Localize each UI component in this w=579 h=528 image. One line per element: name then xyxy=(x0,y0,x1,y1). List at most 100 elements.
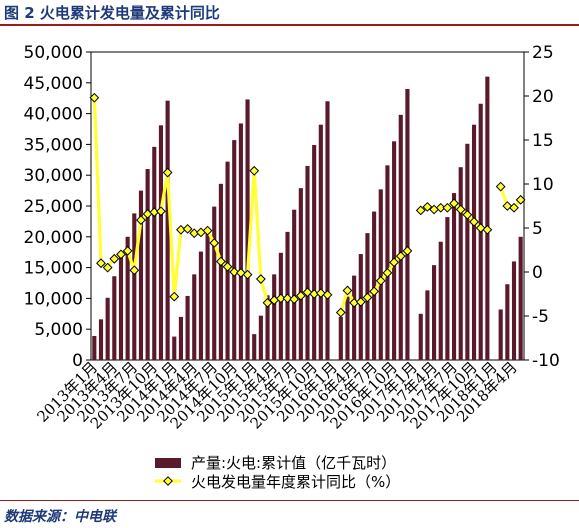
yoy-marker xyxy=(469,216,479,227)
yoy-marker xyxy=(509,202,519,213)
yoy-marker xyxy=(295,290,306,301)
yoy-marker xyxy=(96,258,106,269)
bar xyxy=(438,241,443,360)
yoy-marker xyxy=(209,238,220,248)
right-axis-tick-label: 5 xyxy=(532,219,543,239)
bar xyxy=(125,236,130,360)
source-note: 数据来源：中电联 xyxy=(4,509,116,525)
yoy-marker xyxy=(289,294,300,305)
yoy-marker xyxy=(255,274,266,284)
yoy-marker xyxy=(389,257,400,268)
yoy-marker xyxy=(242,269,253,280)
bar xyxy=(198,251,203,360)
bar xyxy=(392,141,397,360)
legend-bar-swatch xyxy=(155,458,181,468)
yoy-marker xyxy=(222,261,233,272)
bar xyxy=(212,206,217,360)
bar xyxy=(305,165,310,360)
bar xyxy=(232,140,237,360)
yoy-marker xyxy=(89,92,100,103)
bar xyxy=(485,76,490,360)
left-axis-tick-label: 20,000 xyxy=(24,228,83,248)
title-divider xyxy=(0,24,579,26)
left-axis-tick-label: 25,000 xyxy=(24,197,83,217)
bar xyxy=(92,335,97,360)
yoy-marker xyxy=(415,205,426,216)
yoy-marker xyxy=(215,256,226,267)
bar xyxy=(338,316,343,360)
yoy-marker xyxy=(335,307,346,318)
yoy-marker xyxy=(369,286,380,297)
bar xyxy=(432,265,437,360)
bar xyxy=(345,296,350,360)
bar xyxy=(172,336,177,360)
right-axis-tick-label: 10 xyxy=(532,175,554,195)
yoy-marker xyxy=(262,297,273,308)
bar xyxy=(372,211,377,360)
yoy-marker xyxy=(355,297,366,307)
bar xyxy=(178,316,183,360)
bar xyxy=(398,114,403,360)
bar xyxy=(471,124,477,360)
bar xyxy=(505,284,510,360)
bar xyxy=(358,254,363,360)
yoy-marker xyxy=(282,293,293,304)
bar xyxy=(252,334,257,360)
bar xyxy=(278,252,283,360)
bar xyxy=(418,313,423,360)
yoy-marker xyxy=(116,249,126,260)
bar xyxy=(132,213,137,360)
yoy-marker xyxy=(229,267,240,277)
yoy-marker xyxy=(515,194,526,205)
yoy-marker xyxy=(162,167,173,178)
right-axis-tick-label: -5 xyxy=(532,307,549,327)
bar xyxy=(185,295,190,360)
yoy-marker xyxy=(136,215,146,225)
yoy-marker xyxy=(122,245,133,256)
yoy-marker xyxy=(495,181,506,192)
left-axis-tick-label: 40,000 xyxy=(24,105,83,125)
left-axis-tick-label: 15,000 xyxy=(24,259,83,279)
bar xyxy=(138,190,144,360)
yoy-marker xyxy=(342,285,353,296)
bar xyxy=(192,274,197,360)
yoy-marker xyxy=(382,267,393,278)
bar xyxy=(498,309,503,360)
bar xyxy=(205,230,210,360)
bar xyxy=(158,125,164,360)
yoy-marker xyxy=(129,265,140,276)
bar xyxy=(425,290,430,360)
bar xyxy=(378,189,383,360)
bar xyxy=(218,183,223,360)
left-axis-tick-label: 30,000 xyxy=(24,166,83,186)
bar xyxy=(258,315,263,360)
yoy-marker xyxy=(435,202,446,213)
yoy-marker xyxy=(462,209,473,220)
bar xyxy=(458,167,463,360)
yoy-marker xyxy=(322,289,333,300)
bar xyxy=(405,88,410,361)
bar xyxy=(325,101,330,360)
bar xyxy=(511,261,517,360)
bar xyxy=(118,256,124,360)
right-axis-tick-label: 15 xyxy=(532,131,554,151)
legend-line-marker xyxy=(163,476,173,486)
bar xyxy=(152,146,157,360)
bar xyxy=(165,100,170,360)
right-axis-tick-label: 20 xyxy=(532,87,554,107)
yoy-marker xyxy=(455,204,466,215)
bar xyxy=(292,209,297,360)
yoy-marker xyxy=(402,245,413,256)
bar xyxy=(272,274,277,360)
yoy-marker xyxy=(442,202,453,213)
left-axis-tick-label: 10,000 xyxy=(24,289,83,309)
yoy-marker xyxy=(249,165,260,176)
legend-line-label: 火电发电量年度累计同比（%） xyxy=(191,473,400,491)
yoy-marker xyxy=(395,251,406,262)
bar xyxy=(352,275,357,360)
bar xyxy=(112,276,117,360)
figure-title: 图 2 火电累计发电量及累计同比 xyxy=(4,4,220,22)
bar xyxy=(385,165,390,360)
yoy-marker xyxy=(362,292,373,303)
left-axis-tick-label: 5,000 xyxy=(34,320,83,340)
